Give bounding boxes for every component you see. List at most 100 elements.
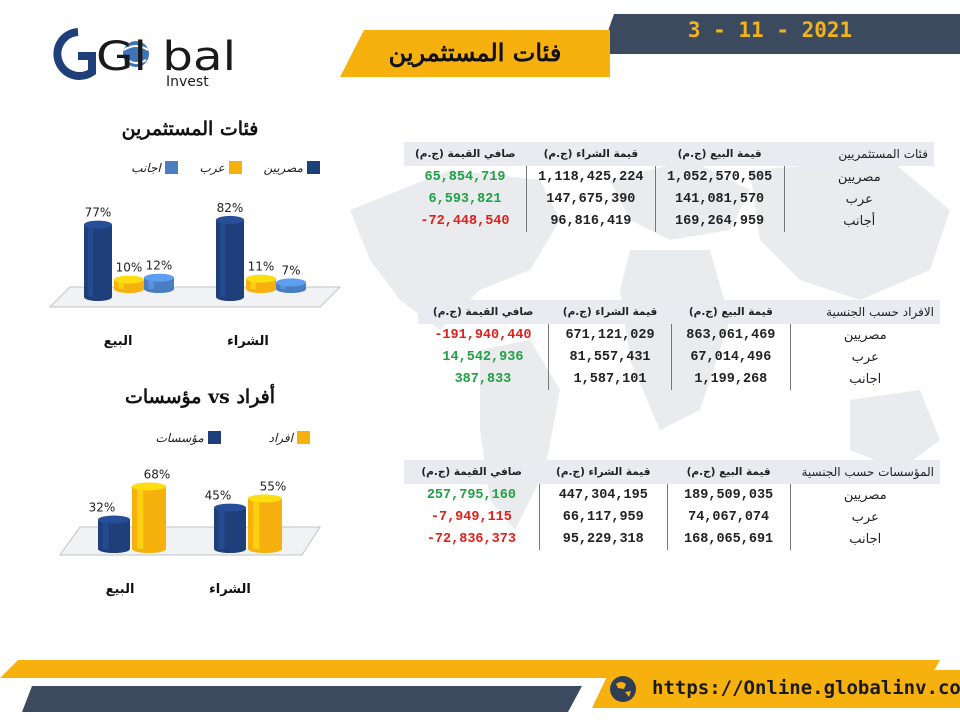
value-cell: 1,118,425,224	[525, 166, 656, 188]
value-cell: 863,061,469	[671, 324, 790, 346]
website-link[interactable]: https://Online.globalinv.com.eg	[652, 677, 960, 699]
value-cell: 387,833	[454, 371, 512, 387]
data-label-0-0: 77%	[85, 206, 112, 220]
footer-url-bar	[592, 670, 960, 708]
column-header: قيمة الشراء (ج.م)	[548, 300, 672, 324]
data-label-0-2: 12%	[146, 259, 173, 273]
footer-dark-bar	[22, 686, 582, 712]
bar-1-0	[214, 503, 246, 553]
legend-item-egyptians: مصريين	[259, 160, 320, 175]
row-label: عرب	[783, 188, 934, 210]
table-institutions-by-nationality: صافي القيمة (ج.م) قيمة الشراء (ج.م) قيمة ا…	[404, 460, 940, 550]
data-label-1-1: 11%	[248, 260, 275, 274]
value-cell: 66,117,959	[538, 506, 668, 528]
value-cell: 6,593,821	[428, 191, 502, 207]
logo-word: Gl bal	[96, 34, 236, 80]
data-label-0-0: 32%	[89, 501, 116, 515]
row-label: عرب	[789, 506, 940, 528]
data-label-0-1: 68%	[144, 467, 171, 481]
value-cell: 96,816,419	[525, 210, 656, 232]
table-row: 65,854,719 1,118,425,224 1,052,570,505 مصري…	[404, 166, 934, 188]
value-cell: 81,557,431	[547, 346, 672, 368]
value-cell: 67,014,496	[671, 346, 790, 368]
column-header: قيمة الشراء (ج.م)	[539, 460, 668, 484]
value-cell: 141,081,570	[654, 188, 784, 210]
column-header: صافي القيمة (ج.م)	[418, 300, 549, 324]
table-row: -7,949,115 66,117,959 74,067,074 عرب	[404, 506, 940, 528]
value-cell: 1,587,101	[547, 368, 672, 390]
chart2-title: أفراد vs مؤسسات	[124, 386, 276, 408]
table-row: 257,795,160 447,304,195 189,509,035 مصريين	[404, 484, 940, 506]
value-cell: 147,675,390	[525, 188, 656, 210]
header-title-bar	[340, 30, 610, 77]
value-cell: 189,509,035	[666, 484, 790, 506]
table-header-row: صافي القيمة (ج.م) قيمة الشراء (ج.م) قيمة ا…	[404, 460, 940, 484]
value-cell: 95,229,318	[538, 528, 668, 550]
table-row: 6,593,821 147,675,390 141,081,570 عرب	[404, 188, 934, 210]
value-cell: -7,949,115	[430, 509, 512, 525]
table-header-row: صافي القيمة (ج.م) قيمة الشراء (ج.م) قيمة ا…	[404, 142, 934, 166]
column-header: صافي القيمة (ج.م)	[404, 460, 540, 484]
chart2-plot: 32% 68% البيع 45% 55% الشراء	[59, 467, 321, 597]
value-cell: 65,854,719	[424, 169, 506, 185]
legend-item-institutions: مؤسسات	[151, 430, 221, 445]
bar-0-0	[98, 515, 130, 553]
chart2-legend: افراد مؤسسات	[110, 430, 310, 445]
data-label-0-1: 10%	[116, 261, 143, 275]
category-label-0: البيع	[106, 582, 135, 597]
column-header: قيمة الشراء (ج.م)	[526, 142, 656, 166]
bar-1-1	[246, 274, 276, 293]
column-header: قيمة البيع (ج.م)	[667, 460, 790, 484]
row-label: عرب	[789, 346, 940, 368]
table-row: 387,833 1,587,101 1,199,268 اجانب	[418, 368, 940, 390]
value-cell: 447,304,195	[538, 484, 668, 506]
table-header-row: صافي القيمة (ج.م) قيمة الشراء (ج.م) قيمة ا…	[418, 300, 940, 324]
value-cell: 1,199,268	[671, 368, 790, 390]
column-header: المؤسسات حسب الجنسية	[790, 460, 940, 484]
globe-icon	[610, 676, 636, 702]
column-header: قيمة البيع (ج.م)	[655, 142, 784, 166]
column-header: فئات المستثمريين	[784, 142, 934, 166]
legend-item-arabs: عرب	[196, 160, 242, 175]
value-cell: 1,052,570,505	[654, 166, 784, 188]
chart1-legend: مصريين عرب اجانب	[80, 160, 320, 175]
legend-item-foreigners: اجانب	[127, 160, 178, 175]
value-cell: 671,121,029	[547, 324, 672, 346]
bar-0-1	[114, 275, 144, 293]
global-invest-logo: Gl bal Invest	[53, 28, 236, 90]
chart1-plot: 77% 10% 12% البيع 82% 11% 7% الشراء	[48, 201, 342, 349]
logo-sub: Invest	[166, 74, 209, 90]
table-row: -191,940,440 671,121,029 863,061,469 مصريين	[418, 324, 940, 346]
value-cell: -72,836,373	[426, 531, 516, 547]
bar-0-0	[84, 220, 112, 301]
category-label-1: الشراء	[209, 582, 251, 597]
value-cell: -191,940,440	[434, 327, 532, 343]
value-cell: -72,448,540	[420, 213, 510, 229]
header-date-bar	[600, 14, 960, 54]
value-cell: 74,067,074	[666, 506, 790, 528]
data-label-1-2: 7%	[281, 263, 300, 277]
category-label-0: البيع	[104, 334, 133, 349]
row-label: مصريين	[789, 484, 940, 506]
table-row: -72,836,373 95,229,318 168,065,691 اجانب	[404, 528, 940, 550]
row-label: اجانب	[789, 368, 940, 390]
report-date: 3 - 11 - 2021	[687, 18, 853, 42]
table-row: 14,542,936 81,557,431 67,014,496 عرب	[418, 346, 940, 368]
bar-0-2	[144, 273, 174, 293]
value-cell: 169,264,959	[654, 210, 784, 232]
bar-0-1	[132, 482, 166, 553]
table-individuals-by-nationality: صافي القيمة (ج.م) قيمة الشراء (ج.م) قيمة ا…	[418, 300, 940, 390]
row-label: مصريين	[783, 166, 934, 188]
value-cell: 257,795,160	[426, 487, 516, 503]
table-investor-categories: صافي القيمة (ج.م) قيمة الشراء (ج.م) قيمة ا…	[404, 142, 934, 232]
column-header: الافراد حسب الجنسية	[790, 300, 940, 324]
legend-item-individuals: افراد	[265, 430, 310, 445]
data-label-1-1: 55%	[260, 479, 287, 493]
data-label-1-0: 45%	[205, 489, 232, 503]
row-label: اجانب	[789, 528, 940, 550]
page-title: فئات المستثمرين	[388, 38, 562, 67]
value-cell: 14,542,936	[442, 349, 524, 365]
bar-1-0	[216, 215, 244, 301]
data-label-1-0: 82%	[217, 201, 244, 215]
bar-1-1	[248, 494, 282, 553]
